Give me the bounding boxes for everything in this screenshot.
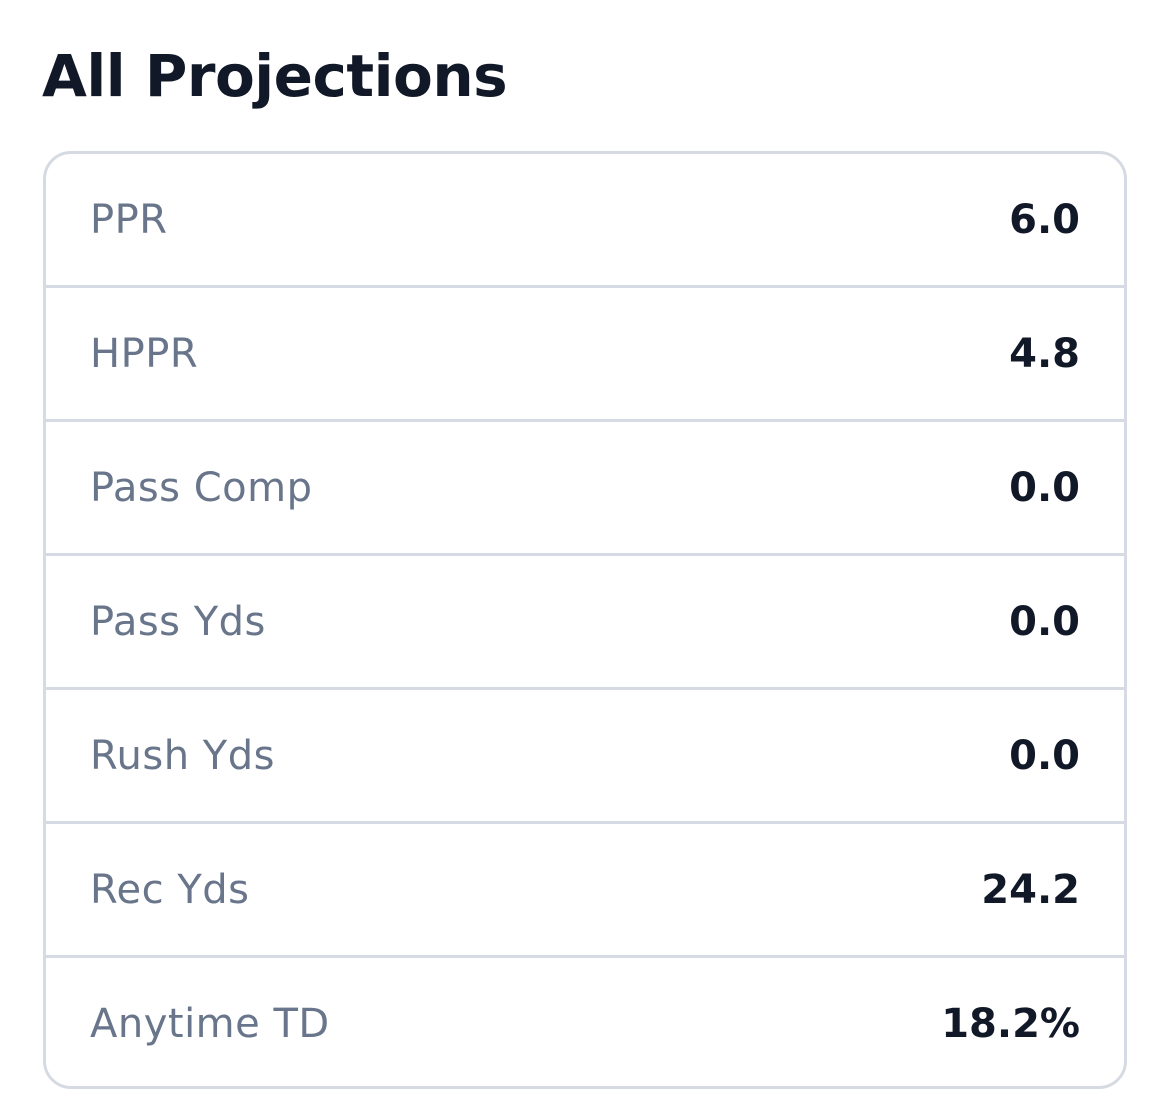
projection-row-rec-yds: Rec Yds 24.2 xyxy=(46,821,1124,955)
projection-row-anytime-td: Anytime TD 18.2% xyxy=(46,955,1124,1086)
projection-value: 0.0 xyxy=(1009,464,1080,511)
projection-value: 24.2 xyxy=(981,866,1080,913)
projection-label: Rec Yds xyxy=(90,866,250,913)
projection-value: 18.2% xyxy=(941,1000,1080,1047)
projection-label: PPR xyxy=(90,196,168,243)
projection-row-ppr: PPR 6.0 xyxy=(46,154,1124,285)
projection-label: HPPR xyxy=(90,330,199,377)
projection-value: 0.0 xyxy=(1009,598,1080,645)
section-title: All Projections xyxy=(42,42,508,110)
projection-value: 4.8 xyxy=(1009,330,1080,377)
projection-row-hppr: HPPR 4.8 xyxy=(46,285,1124,419)
projections-card: PPR 6.0 HPPR 4.8 Pass Comp 0.0 Pass Yds … xyxy=(43,151,1127,1089)
projection-row-pass-yds: Pass Yds 0.0 xyxy=(46,553,1124,687)
projection-value: 6.0 xyxy=(1009,196,1080,243)
projection-label: Rush Yds xyxy=(90,732,275,779)
projection-label: Anytime TD xyxy=(90,1000,330,1047)
projection-row-rush-yds: Rush Yds 0.0 xyxy=(46,687,1124,821)
projection-value: 0.0 xyxy=(1009,732,1080,779)
projection-row-pass-comp: Pass Comp 0.0 xyxy=(46,419,1124,553)
projection-label: Pass Comp xyxy=(90,464,313,511)
projection-label: Pass Yds xyxy=(90,598,266,645)
